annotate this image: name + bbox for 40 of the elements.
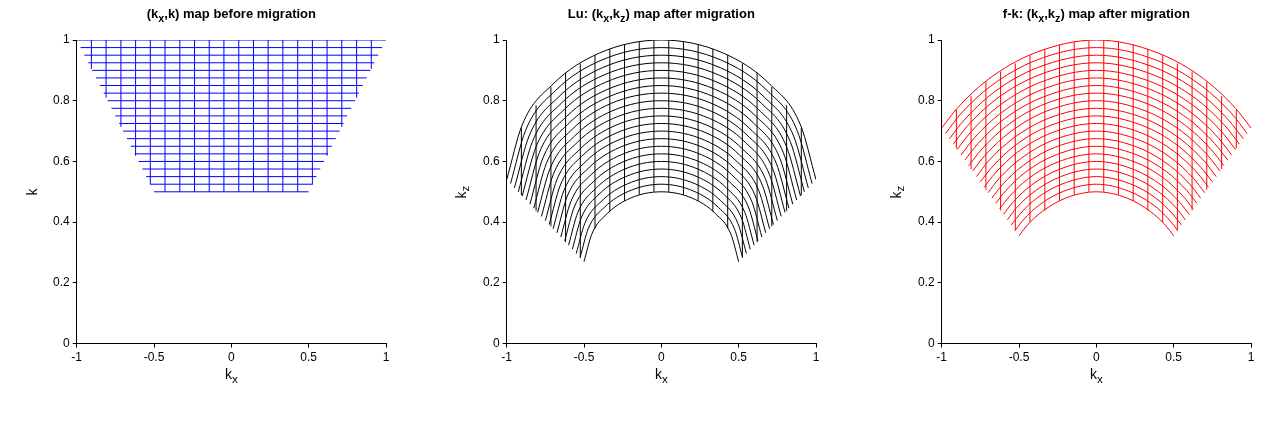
chart-title: f-k: (k$_{x}$,k$_{z}$) map after migration — [1002, 6, 1190, 24]
x-tick-label: -0.5 — [1008, 350, 1030, 365]
y-tick-label: 0.2 — [52, 275, 70, 290]
x-tick-label: -0.5 — [573, 350, 595, 365]
chart-title: (k$_{x}$,k) map before migration — [146, 6, 316, 24]
x-tick-label: -1 — [936, 350, 948, 365]
y-tick-label: 0.8 — [52, 93, 70, 108]
y-tick-label: 0.8 — [917, 93, 935, 108]
y-tick-label: 1 — [62, 32, 70, 47]
chart-title: Lu: (k$_{x}$,k$_{z}$) map after migration — [567, 6, 755, 24]
x-tick-label: 0.5 — [730, 350, 748, 365]
y-tick-label: 0.4 — [917, 214, 935, 229]
y-tick-label: 0.8 — [482, 93, 500, 108]
x-tick-label: 0 — [658, 350, 665, 365]
x-tick-label: 0.5 — [1165, 350, 1183, 365]
x-tick-label: -0.5 — [143, 350, 165, 365]
y-tick-label: 0.4 — [482, 214, 500, 229]
y-tick-label: 0 — [927, 335, 935, 350]
y-tick-label: 0.6 — [52, 153, 70, 168]
y-tick-label: 0.4 — [52, 214, 70, 229]
y-tick-label: 0.6 — [917, 153, 935, 168]
y-tick-label: 1 — [492, 32, 500, 47]
y-tick-label: 1 — [927, 32, 935, 47]
y-axis-title: k — [24, 188, 40, 196]
x-tick-label: 0 — [1093, 350, 1100, 365]
x-tick-label: 1 — [1247, 350, 1255, 365]
x-tick-label: 1 — [382, 350, 390, 365]
x-tick-label: 1 — [812, 350, 820, 365]
x-axis-title: k$_{x}$ — [1089, 365, 1103, 385]
x-tick-label: 0 — [228, 350, 235, 365]
x-axis-title: k$_{x}$ — [224, 365, 238, 385]
x-tick-label: -1 — [501, 350, 513, 365]
y-tick-label: 0 — [62, 335, 70, 350]
x-axis-title: k$_{x}$ — [654, 365, 668, 385]
y-tick-label: 0 — [492, 335, 500, 350]
x-tick-label: 0.5 — [300, 350, 318, 365]
y-tick-label: 0.2 — [917, 275, 935, 290]
y-tick-label: 0.6 — [482, 153, 500, 168]
y-tick-label: 0.2 — [482, 275, 500, 290]
x-tick-label: -1 — [71, 350, 83, 365]
